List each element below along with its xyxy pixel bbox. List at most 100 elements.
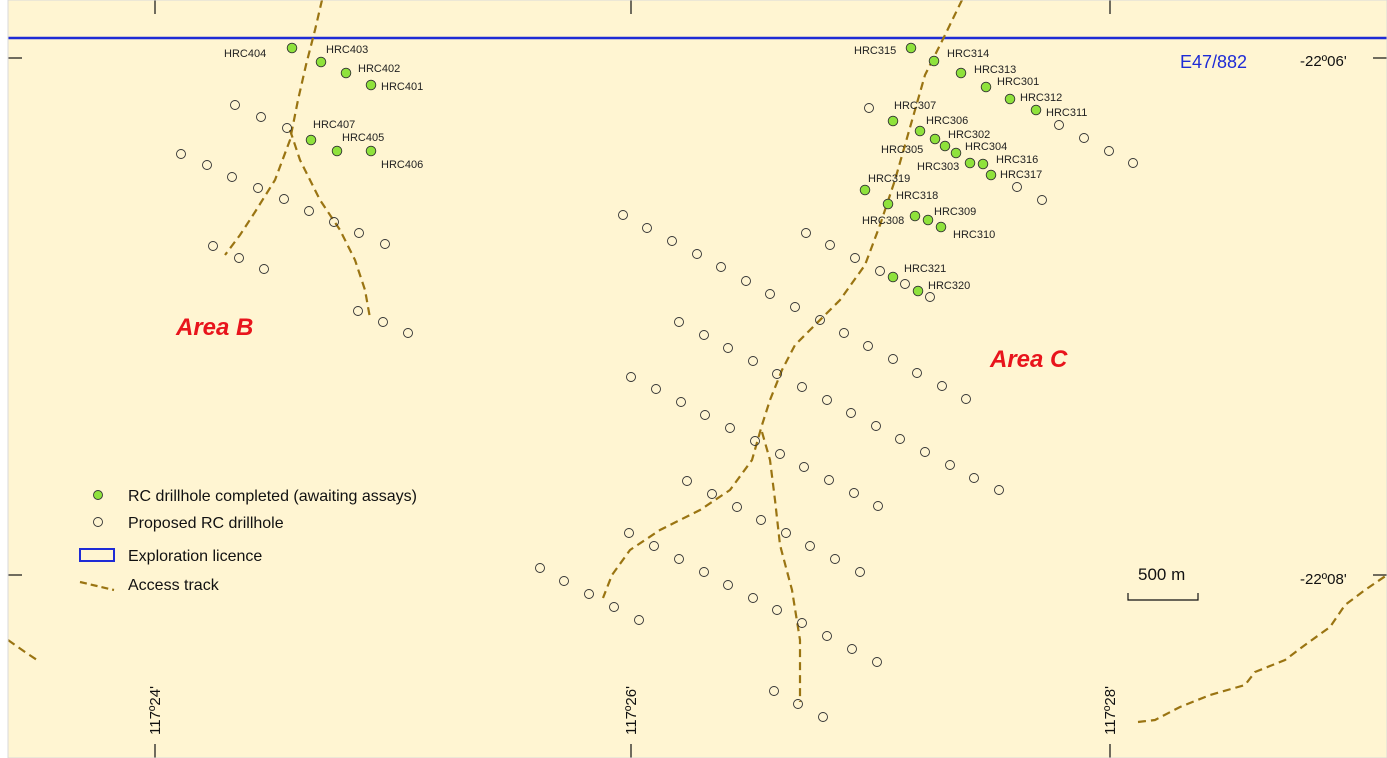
proposed-drillhole bbox=[279, 194, 289, 204]
proposed-drillhole bbox=[756, 515, 766, 525]
longitude-label-east: 117º28' bbox=[1102, 686, 1119, 735]
map-frame bbox=[7, 0, 1387, 758]
proposed-drillhole bbox=[626, 372, 636, 382]
proposed-drillhole bbox=[674, 317, 684, 327]
proposed-drillhole bbox=[256, 112, 266, 122]
access-tracks bbox=[7, 0, 1387, 724]
proposed-drillhole bbox=[676, 397, 686, 407]
completed-drillhole: HRC306 bbox=[914, 115, 968, 137]
proposed-drillhole bbox=[775, 449, 785, 459]
proposed-drillhole bbox=[847, 644, 857, 654]
track-area-c-main bbox=[601, 0, 963, 599]
completed-drillhole-marker bbox=[922, 214, 934, 226]
proposed-drillhole bbox=[234, 253, 244, 263]
track-area-c-branch bbox=[760, 431, 802, 702]
drillhole-label: HRC301 bbox=[997, 76, 1039, 88]
completed-drillhole: HRC315 bbox=[854, 42, 917, 57]
proposed-drillhole bbox=[649, 541, 659, 551]
proposed-drillhole bbox=[1054, 120, 1064, 130]
proposed-drillhole bbox=[769, 686, 779, 696]
drillhole-label: HRC318 bbox=[896, 190, 938, 202]
proposed-drillhole bbox=[634, 615, 644, 625]
proposed-drillhole bbox=[855, 567, 865, 577]
legend-track-symbol bbox=[79, 580, 115, 592]
frame-ticks bbox=[8, 0, 1387, 758]
proposed-drillhole bbox=[822, 631, 832, 641]
proposed-drillhole bbox=[667, 236, 677, 246]
proposed-drillhole bbox=[741, 276, 751, 286]
completed-drillhole-marker bbox=[905, 42, 917, 54]
proposed-drillhole bbox=[354, 228, 364, 238]
completed-drillhole-marker bbox=[365, 79, 377, 91]
proposed-drillhole bbox=[772, 605, 782, 615]
proposed-drillhole bbox=[1128, 158, 1138, 168]
proposed-drillhole bbox=[900, 279, 910, 289]
proposed-drillholes bbox=[176, 100, 1138, 722]
legend-licence-label: Exploration licence bbox=[128, 548, 262, 565]
proposed-drillhole bbox=[699, 330, 709, 340]
completed-drillhole: HRC311 bbox=[1030, 104, 1087, 119]
proposed-drillhole bbox=[230, 100, 240, 110]
completed-drillhole: HRC312 bbox=[1004, 92, 1062, 105]
map-background bbox=[8, 0, 1387, 758]
proposed-drillhole bbox=[781, 528, 791, 538]
proposed-drillhole bbox=[1037, 195, 1047, 205]
proposed-drillhole bbox=[969, 473, 979, 483]
proposed-drillhole bbox=[750, 436, 760, 446]
completed-drillhole-marker bbox=[1030, 104, 1042, 116]
proposed-drillhole bbox=[945, 460, 955, 470]
completed-drillhole: HRC304 bbox=[950, 141, 1007, 159]
longitude-label-centre: 117º26' bbox=[623, 686, 640, 735]
drillhole-label: HRC306 bbox=[926, 115, 968, 127]
proposed-drillhole bbox=[925, 292, 935, 302]
drillhole-label: HRC311 bbox=[1046, 107, 1087, 119]
track-area-b-branch bbox=[288, 129, 372, 319]
proposed-drillhole bbox=[871, 421, 881, 431]
completed-drillhole: HRC303 bbox=[917, 157, 976, 173]
proposed-drillhole bbox=[403, 328, 413, 338]
legend-track-label: Access track bbox=[128, 577, 220, 594]
proposed-drillhole bbox=[872, 657, 882, 667]
proposed-drillhole bbox=[624, 528, 634, 538]
proposed-drillhole bbox=[772, 369, 782, 379]
completed-drillhole-marker bbox=[955, 67, 967, 79]
proposed-drillhole bbox=[846, 408, 856, 418]
proposed-drillhole bbox=[723, 343, 733, 353]
completed-drillhole-marker bbox=[909, 210, 921, 222]
proposed-drillhole bbox=[875, 266, 885, 276]
completed-drillhole: HRC308 bbox=[862, 210, 921, 227]
proposed-drillhole bbox=[227, 172, 237, 182]
proposed-drillhole bbox=[1104, 146, 1114, 156]
drillhole-label: HRC403 bbox=[326, 44, 368, 56]
proposed-drillhole bbox=[723, 580, 733, 590]
drillhole-label: HRC313 bbox=[974, 64, 1016, 76]
scale-bar-label: 500 m bbox=[1138, 565, 1185, 584]
proposed-drillhole bbox=[609, 602, 619, 612]
proposed-drillhole bbox=[748, 593, 758, 603]
completed-drillhole: HRC404 bbox=[224, 42, 298, 60]
drillhole-label: HRC405 bbox=[342, 132, 384, 144]
completed-drillhole: HRC305 bbox=[881, 140, 951, 156]
proposed-drillhole bbox=[700, 410, 710, 420]
proposed-drillhole bbox=[864, 103, 874, 113]
completed-drillhole: HRC309 bbox=[922, 206, 976, 226]
proposed-drillhole bbox=[253, 183, 263, 193]
drillhole-label: HRC304 bbox=[965, 141, 1007, 153]
proposed-drillhole bbox=[797, 382, 807, 392]
completed-drillhole-marker bbox=[305, 134, 317, 146]
proposed-drillhole bbox=[920, 447, 930, 457]
proposed-drillhole bbox=[282, 123, 292, 133]
drillhole-label: HRC315 bbox=[854, 45, 896, 57]
completed-drillhole-marker bbox=[977, 158, 989, 170]
proposed-drillhole bbox=[824, 475, 834, 485]
proposed-drillhole bbox=[353, 306, 363, 316]
completed-drillhole: HRC301 bbox=[980, 76, 1039, 93]
completed-drillhole-marker bbox=[935, 221, 947, 233]
proposed-drillhole bbox=[994, 485, 1004, 495]
completed-drillhole-marker bbox=[929, 133, 941, 145]
proposed-drillhole bbox=[304, 206, 314, 216]
proposed-drillhole bbox=[790, 302, 800, 312]
proposed-drillhole bbox=[849, 488, 859, 498]
legend-licence-symbol bbox=[79, 548, 115, 562]
proposed-drillhole bbox=[873, 501, 883, 511]
